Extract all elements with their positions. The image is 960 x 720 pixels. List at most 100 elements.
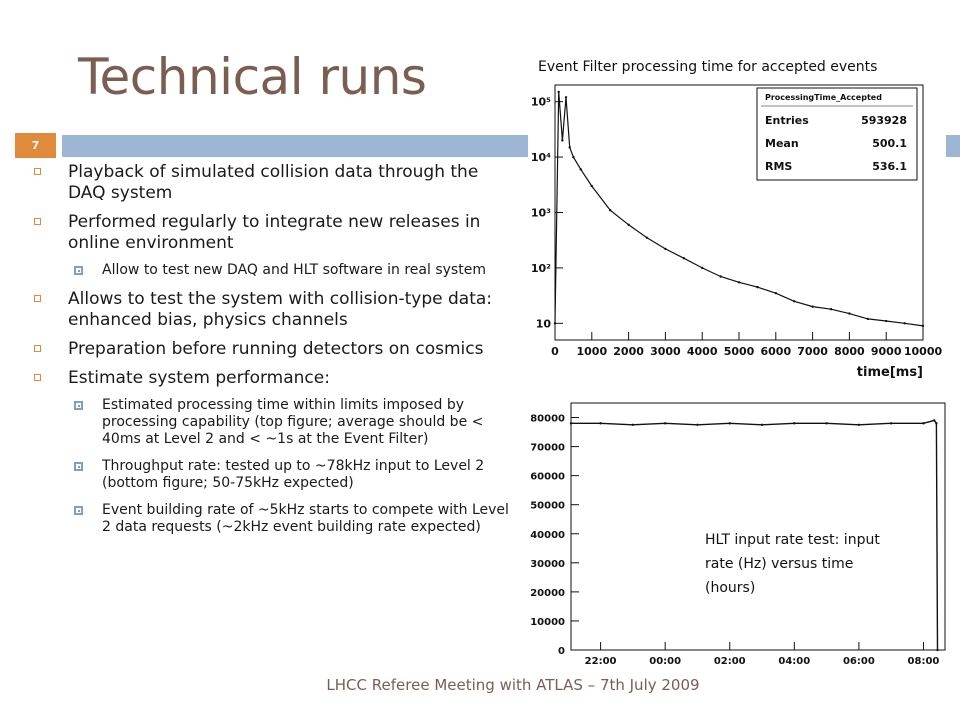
sub-bullet-text: Throughput rate: tested up to ~78kHz inp… [102, 458, 485, 491]
sub-bullet-text: Estimated processing time within limits … [102, 397, 484, 447]
slide-number: 7 [15, 133, 56, 158]
rate-point [728, 422, 731, 425]
square-bullet-icon [74, 401, 83, 410]
histogram-point [572, 155, 575, 159]
histogram-point [921, 324, 925, 328]
header-bar-right [946, 135, 960, 157]
stats-value: 593928 [861, 114, 907, 127]
plot-frame [570, 402, 946, 651]
histogram-point [561, 139, 564, 142]
square-bullet-icon [74, 462, 83, 471]
rate-point [569, 422, 573, 425]
histogram-point [701, 266, 704, 270]
x-tick-label: 7000 [797, 345, 828, 358]
x-tick-label: 1000 [576, 345, 607, 358]
bullet-list: Playback of simulated collision data thr… [34, 162, 514, 546]
bullet-item: Playback of simulated collision data thr… [34, 162, 514, 204]
processing-time-chart: 0 1000 2000 3000 4000 5000 6000 7000 8000 9000 100… [531, 84, 943, 380]
histogram-point [568, 146, 571, 149]
histogram-point [793, 300, 796, 303]
histogram-point [829, 307, 833, 311]
stats-box [756, 87, 918, 181]
histogram-line [554, 91, 924, 327]
rate-point [663, 422, 667, 425]
y-tick-label: 10⁵ [531, 96, 551, 109]
bullet-item: Performed regularly to integrate new rel… [34, 212, 514, 254]
histogram-point [609, 209, 612, 212]
x-tick-label: 02:00 [714, 656, 746, 667]
histogram-point [664, 247, 667, 251]
bullet-text: Performed regularly to integrate new rel… [68, 212, 481, 253]
stats-value: 500.1 [872, 137, 907, 150]
x-axis-label: time[ms] [857, 365, 923, 380]
histogram-point [645, 236, 649, 239]
bullet-text: Playback of simulated collision data thr… [68, 162, 479, 203]
histogram-point [719, 275, 722, 278]
bullet-text: Preparation before running detectors on … [68, 339, 484, 359]
sub-bullet-text: Event building rate of ~5kHz starts to c… [102, 502, 509, 535]
histogram-point [848, 312, 851, 315]
histogram-point [590, 184, 593, 188]
x-tick-label: 5000 [724, 345, 755, 358]
histogram-point [564, 96, 568, 99]
square-bullet-icon [34, 345, 41, 352]
rate-point [922, 422, 925, 425]
square-bullet-icon [34, 168, 41, 175]
y-tick-label: 40000 [530, 530, 565, 541]
x-tick-label: 00:00 [649, 656, 681, 667]
y-tick-label: 50000 [530, 501, 565, 512]
stats-label: Mean [765, 137, 799, 150]
y-tick-label: 10 [536, 317, 552, 330]
rate-point [599, 422, 602, 425]
hlt-rate-chart: 0 10000 20000 30000 40000 50000 60000 70000 8000… [530, 402, 946, 667]
header-bar-left [62, 135, 528, 157]
y-tick-label: 0 [558, 646, 565, 657]
histogram-point [903, 322, 906, 325]
y-tick-label: 10000 [530, 617, 565, 628]
rate-point [936, 648, 939, 652]
rate-point [933, 419, 936, 422]
sub-bullet-text: Allow to test new DAQ and HLT software i… [102, 262, 486, 278]
slide-title: Technical runs [78, 48, 427, 106]
histogram-point [553, 322, 557, 325]
x-tick-label: 9000 [871, 345, 902, 358]
rate-point [696, 423, 699, 426]
x-tick-label: 0 [551, 345, 559, 358]
histogram-point [737, 281, 741, 284]
x-tick-label: 06:00 [843, 656, 875, 667]
x-tick-label: 10000 [904, 345, 943, 358]
histogram-point [756, 285, 759, 289]
rate-point [857, 423, 861, 426]
x-tick-label: 22:00 [585, 656, 617, 667]
histogram-point [682, 256, 685, 260]
x-tick-label: 6000 [760, 345, 791, 358]
bullet-text: Allows to test the system with collision… [68, 289, 493, 330]
bullet-item: Preparation before running detectors on … [34, 339, 514, 360]
histogram-point [557, 90, 560, 94]
footer: LHCC Referee Meeting with ATLAS – 7th Ju… [326, 676, 700, 694]
y-tick-label: 70000 [530, 443, 565, 454]
rate-point [889, 422, 893, 425]
stats-value: 536.1 [872, 160, 907, 173]
histogram-point [774, 291, 777, 295]
histogram-point [885, 319, 888, 323]
sub-bullet-item: Event building rate of ~5kHz starts to c… [34, 502, 514, 536]
rate-point [935, 422, 938, 425]
y-tick-label: 20000 [530, 588, 565, 599]
sub-bullet-item: Estimated processing time within limits … [34, 397, 514, 448]
square-bullet-icon [74, 266, 83, 275]
histogram-point [811, 305, 814, 308]
x-tick-label: 4000 [687, 345, 718, 358]
square-bullet-icon [34, 374, 41, 381]
top-figure-caption: Event Filter processing time for accepte… [538, 59, 878, 75]
stats-label: RMS [765, 160, 792, 173]
square-bullet-icon [74, 506, 83, 515]
x-tick-label: 8000 [834, 345, 865, 358]
stats-box-name: ProcessingTime_Accepted [765, 93, 882, 102]
histogram-point [866, 317, 869, 321]
x-tick-label: 04:00 [778, 656, 810, 667]
y-tick-label: 10³ [531, 207, 551, 220]
bullet-item: Allows to test the system with collision… [34, 289, 514, 331]
bullet-item: Estimate system performance: [34, 368, 514, 389]
rate-point [793, 422, 796, 425]
